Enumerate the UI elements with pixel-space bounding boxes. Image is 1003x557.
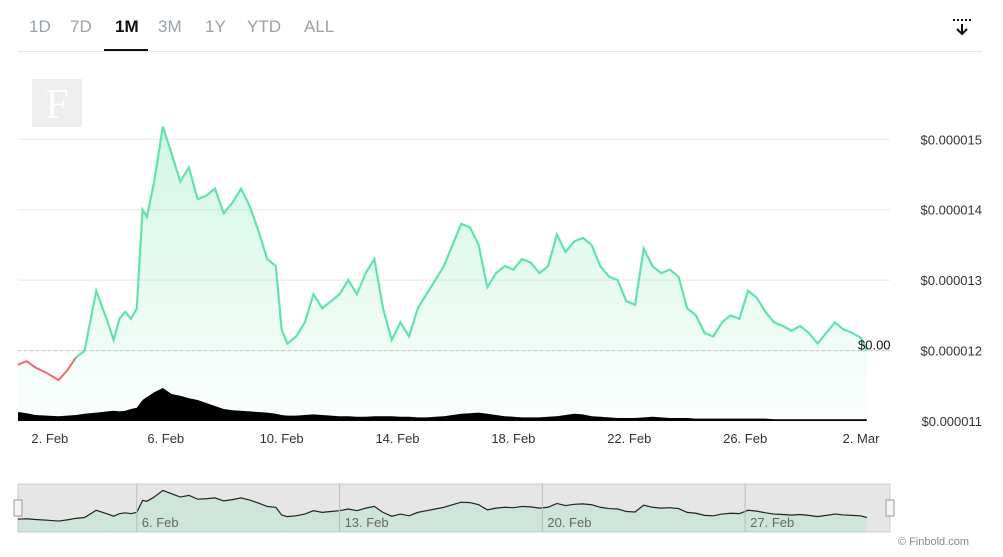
navigator-x-tick-label: 6. Feb [142,515,179,530]
navigator-line [17,489,867,522]
volume-area [18,388,867,421]
tab-7d[interactable]: 7D [70,17,92,36]
current-price-label: $0.00 [858,338,891,353]
navigator-x-tick-label: 20. Feb [547,515,591,530]
y-tick-label: $0.000013 [921,273,982,288]
price-line-up [75,126,868,359]
y-tick-label: $0.000011 [922,414,983,429]
navigator-area [18,490,867,532]
x-tick-label: 2. Feb [31,431,68,446]
y-tick-label: $0.000014 [921,203,982,218]
x-tick-label: 22. Feb [607,431,651,446]
tab-3m[interactable]: 3M [158,17,182,36]
x-tick-label: 10. Feb [260,431,304,446]
time-range-tabs: 1D 7D 1M 3M 1Y YTD ALL [18,0,982,52]
price-area [18,126,867,421]
y-tick-label: $0.000012 [921,344,982,359]
x-tick-label: 26. Feb [723,431,767,446]
navigator-x-tick-label: 27. Feb [750,515,794,530]
tab-ytd[interactable]: YTD [247,17,281,36]
x-tick-label: 6. Feb [147,431,184,446]
watermark-logo [32,79,82,127]
x-tick-label: 2. Mar [843,431,881,446]
credit-text: © Finbold.com [897,536,969,548]
y-tick-label: $0.000015 [921,132,982,147]
tab-1d[interactable]: 1D [29,17,51,36]
watermark-logo-letter: F [45,82,68,128]
tab-1y[interactable]: 1Y [205,17,226,36]
price-line-down [17,357,77,382]
active-tab-underline [104,49,148,51]
navigator-handle[interactable] [13,499,23,517]
x-tick-label: 18. Feb [491,431,535,446]
tab-1m[interactable]: 1M [115,17,139,36]
navigator-x-tick-label: 13. Feb [345,515,389,530]
tab-all[interactable]: ALL [304,17,335,36]
navigator-handle[interactable] [885,499,895,517]
download-icon[interactable] [951,17,973,39]
x-tick-label: 14. Feb [375,431,419,446]
